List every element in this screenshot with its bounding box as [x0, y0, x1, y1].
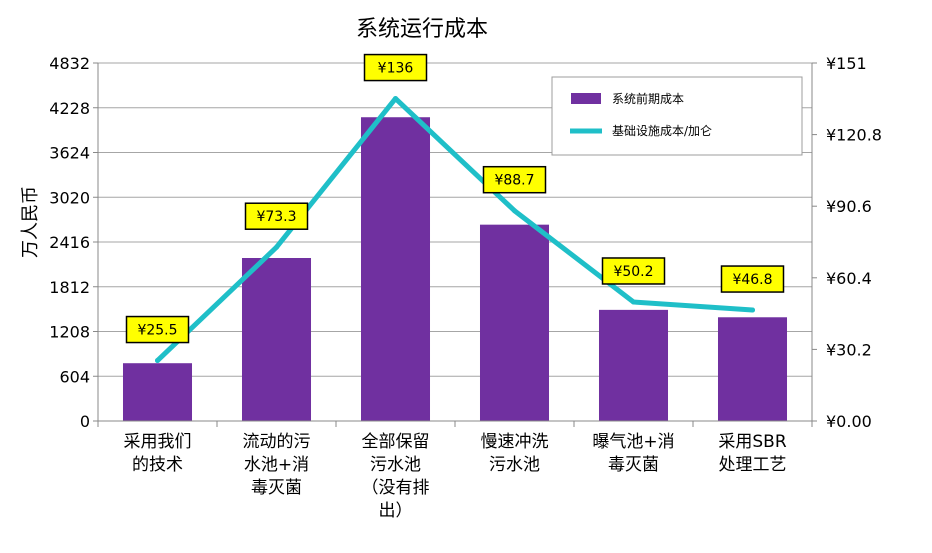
line-point [750, 307, 755, 313]
category-label-line: 毒灭菌 [251, 478, 302, 498]
data-label-box [244, 202, 309, 230]
data-label-box [125, 315, 190, 344]
data-label-text: ¥88.7 [494, 173, 534, 189]
category-label-line: 全部保留 [362, 432, 430, 452]
data-label-box [720, 265, 785, 293]
right-tick-label: ¥30.2 [826, 340, 872, 359]
left-tick-label: 4228 [49, 99, 90, 118]
category-label-line: 采用SBR [718, 432, 786, 452]
line-point [631, 299, 636, 305]
bar-series [122, 117, 788, 421]
category-label-line: 采用我们 [124, 432, 192, 452]
bar [360, 117, 431, 421]
right-axis-ticks: ¥0.00 ¥30.2 ¥60.4 ¥90.6 ¥120.8 ¥151 [812, 54, 882, 431]
data-label: ¥73.3 [244, 202, 309, 230]
data-label-box [482, 165, 547, 194]
right-tick-label: ¥90.6 [826, 197, 872, 216]
left-tick-label: 1812 [49, 278, 90, 297]
bar [598, 309, 669, 421]
data-label: ¥88.7 [482, 165, 547, 194]
data-labels: ¥25.5 ¥73.3 ¥136 ¥88.7 ¥50.2 ¥46.8 [125, 53, 785, 344]
category-label: 流动的污水池+消毒灭菌 [243, 432, 311, 498]
category-label-line: 处理工艺 [719, 455, 787, 475]
category-label-line: 水池+消 [244, 455, 309, 475]
right-tick-label: ¥0.00 [826, 412, 872, 431]
category-label-line: 曝气池+消 [592, 432, 674, 452]
data-label-text: ¥46.8 [732, 272, 772, 288]
data-label: ¥46.8 [720, 265, 785, 293]
category-label: 采用我们的技术 [124, 432, 192, 475]
category-label-line: 毒灭菌 [608, 455, 659, 475]
left-tick-label: 2416 [49, 233, 90, 252]
legend-label-line: 基础设施成本/加仑 [612, 124, 712, 138]
category-label-line: 流动的污 [243, 432, 311, 452]
data-label: ¥50.2 [601, 257, 666, 285]
category-label-line: 出） [379, 501, 413, 521]
category-label-line: 污水池 [489, 455, 540, 475]
data-label-text: ¥136 [378, 61, 414, 77]
data-label-text: ¥50.2 [613, 264, 653, 280]
left-axis-ticks: 0 604 1208 1812 2416 3020 3624 4228 4832 [49, 54, 98, 431]
left-tick-label: 0 [80, 412, 90, 431]
category-label-line: （没有排 [362, 478, 430, 498]
y-axis-label: 万人民币 [20, 186, 41, 258]
category-label: 采用SBR 处理工艺 [718, 432, 786, 475]
right-tick-label: ¥151 [826, 54, 867, 73]
category-label-line: 的技术 [132, 455, 183, 475]
left-tick-label: 4832 [49, 54, 90, 73]
data-label-text: ¥25.5 [137, 323, 177, 339]
data-label-box [601, 257, 666, 285]
line-point [512, 208, 517, 214]
data-label: ¥136 [363, 53, 428, 82]
bar [479, 224, 550, 421]
line-series [155, 96, 755, 364]
legend-swatch-bar [571, 93, 601, 104]
data-label: ¥25.5 [125, 315, 190, 344]
line-point [393, 96, 398, 102]
left-tick-label: 604 [59, 367, 90, 386]
data-label-box [363, 53, 428, 82]
right-tick-label: ¥120.8 [826, 126, 882, 145]
right-tick-label: ¥60.4 [826, 269, 872, 288]
category-label: 慢速冲洗污水池 [481, 431, 549, 475]
left-tick-label: 3020 [49, 188, 90, 207]
left-tick-label: 1208 [49, 323, 90, 342]
legend-box [551, 76, 803, 156]
data-label-text: ¥73.3 [256, 209, 296, 225]
bar [241, 258, 312, 421]
left-tick-label: 3624 [49, 144, 90, 163]
category-label-line: 慢速冲洗 [481, 431, 549, 452]
category-label-line: 污水池 [370, 455, 421, 475]
bar [717, 317, 788, 421]
category-label: 曝气池+消毒灭菌 [592, 432, 674, 475]
line-point [274, 244, 279, 250]
line-path [155, 96, 755, 364]
category-labels: 采用我们的技术流动的污水池+消毒灭菌全部保留污水池（没有排出）慢速冲洗污水池曝气… [124, 431, 787, 521]
bar [122, 363, 193, 421]
category-label: 全部保留污水池 （没有排出） [362, 432, 430, 521]
line-point [155, 358, 160, 364]
legend-label-bar: 系统前期成本 [612, 91, 684, 106]
chart-title: 系统运行成本 [356, 17, 488, 42]
